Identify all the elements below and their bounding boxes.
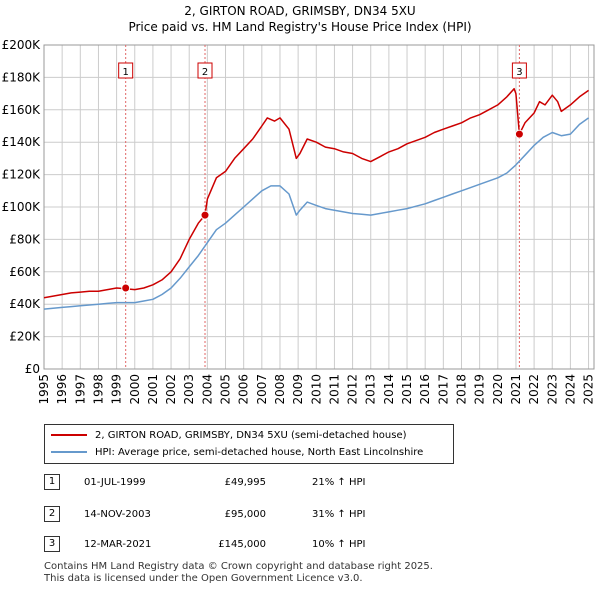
x-tick-label: 2024 <box>563 374 577 405</box>
chart-subtitle: Price paid vs. HM Land Registry's House … <box>128 20 472 34</box>
legend-label-hpi: HPI: Average price, semi-detached house,… <box>95 447 424 458</box>
sale-marker-box <box>511 62 527 79</box>
sale-marker-label: 1 <box>122 67 128 78</box>
sale-row: 1 01-JUL-1999 £49,995 21% ↑ HPI <box>44 474 584 492</box>
y-tick-label: £180K <box>2 70 42 84</box>
sale-number-badge: 2 <box>44 506 60 522</box>
x-tick-label: 2007 <box>255 374 269 405</box>
x-tick-label: 2012 <box>346 374 360 405</box>
x-tick-label: 2010 <box>309 374 323 405</box>
x-tick-label: 2006 <box>237 374 251 405</box>
sale-hpi-change: 21% ↑ HPI <box>312 477 366 488</box>
legend-swatch-hpi <box>51 451 87 453</box>
chart-legend: 2, GIRTON ROAD, GRIMSBY, DN34 5XU (semi-… <box>44 424 454 464</box>
sale-number-badge: 3 <box>44 536 60 552</box>
x-tick-label: 2023 <box>545 374 559 405</box>
x-tick-label: 2002 <box>164 374 178 405</box>
price-chart: £0 £20K £40K £60K £80K £100K £120K £140K £160K £1… <box>2 38 596 405</box>
series-line-hpi <box>43 117 590 310</box>
sale-date: 12-MAR-2021 <box>84 539 152 550</box>
sale-price: £49,995 <box>224 477 266 488</box>
footer-attribution: Contains HM Land Registry data © Crown c… <box>44 561 433 585</box>
x-tick-label: 2016 <box>418 374 432 405</box>
sale-date: 14-NOV-2003 <box>84 509 151 520</box>
sale-marker-label: 2 <box>202 67 208 78</box>
x-tick-label: 2014 <box>382 374 396 405</box>
x-tick-label: 2017 <box>436 374 450 405</box>
sale-hpi-change: 31% ↑ HPI <box>312 509 366 520</box>
footer-line-2: This data is licensed under the Open Gov… <box>44 573 363 584</box>
legend-item-property: 2, GIRTON ROAD, GRIMSBY, DN34 5XU (semi-… <box>51 428 407 444</box>
x-tick-label: 1995 <box>37 374 51 405</box>
y-tick-label: £40K <box>9 297 41 311</box>
x-tick-label: 2018 <box>454 374 468 405</box>
x-tick-label: 2004 <box>200 374 214 405</box>
sale-point <box>121 283 131 293</box>
legend-item-hpi: HPI: Average price, semi-detached house,… <box>51 445 423 461</box>
x-tick-label: 2005 <box>219 374 233 405</box>
x-tick-label: 1997 <box>73 374 87 405</box>
plot-border <box>43 44 595 370</box>
series-line-property <box>43 87 590 299</box>
sale-price: £145,000 <box>218 539 266 550</box>
chart-title: 2, GIRTON ROAD, GRIMSBY, DN34 5XU <box>184 4 416 18</box>
sale-point <box>514 129 524 139</box>
x-tick-label: 1996 <box>55 374 69 405</box>
x-tick-label: 2022 <box>527 374 541 405</box>
x-tick-label: 2025 <box>582 374 596 405</box>
x-tick-label: 2011 <box>327 374 341 405</box>
x-tick-label: 2001 <box>146 374 160 405</box>
sale-row: 3 12-MAR-2021 £145,000 10% ↑ HPI <box>44 536 584 554</box>
x-tick-label: 2013 <box>364 374 378 405</box>
sale-point <box>200 210 210 220</box>
y-tick-label: £120K <box>2 168 42 182</box>
x-tick-label: 2015 <box>400 374 414 405</box>
x-tick-label: 1999 <box>110 374 124 405</box>
sale-date: 01-JUL-1999 <box>84 477 146 488</box>
sale-marker-box <box>197 62 213 79</box>
legend-label-property: 2, GIRTON ROAD, GRIMSBY, DN34 5XU (semi-… <box>95 430 407 441</box>
x-tick-label: 2008 <box>273 374 287 405</box>
y-tick-label: £140K <box>2 135 42 149</box>
y-tick-label: £0 <box>25 362 40 376</box>
legend-swatch-property <box>51 434 87 436</box>
sale-marker-box <box>118 62 134 79</box>
y-tick-label: £20K <box>9 330 41 344</box>
sale-row: 2 14-NOV-2003 £95,000 31% ↑ HPI <box>44 506 584 524</box>
x-tick-label: 2019 <box>473 374 487 405</box>
x-tick-label: 2021 <box>509 374 523 405</box>
sale-marker-label: 3 <box>516 67 522 78</box>
y-tick-label: £80K <box>9 232 41 246</box>
x-tick-label: 2003 <box>182 374 196 405</box>
footer-line-1: Contains HM Land Registry data © Crown c… <box>44 561 433 572</box>
sale-number-badge: 1 <box>44 474 60 490</box>
y-tick-label: £160K <box>2 103 42 117</box>
x-tick-label: 2000 <box>128 374 142 405</box>
y-tick-label: £100K <box>2 200 42 214</box>
sale-price: £95,000 <box>224 509 266 520</box>
sale-hpi-change: 10% ↑ HPI <box>312 539 366 550</box>
y-tick-label: £60K <box>9 265 41 279</box>
x-tick-label: 1998 <box>91 374 105 405</box>
x-tick-label: 2009 <box>291 374 305 405</box>
x-tick-label: 2020 <box>491 374 505 405</box>
y-tick-label: £200K <box>2 38 42 52</box>
